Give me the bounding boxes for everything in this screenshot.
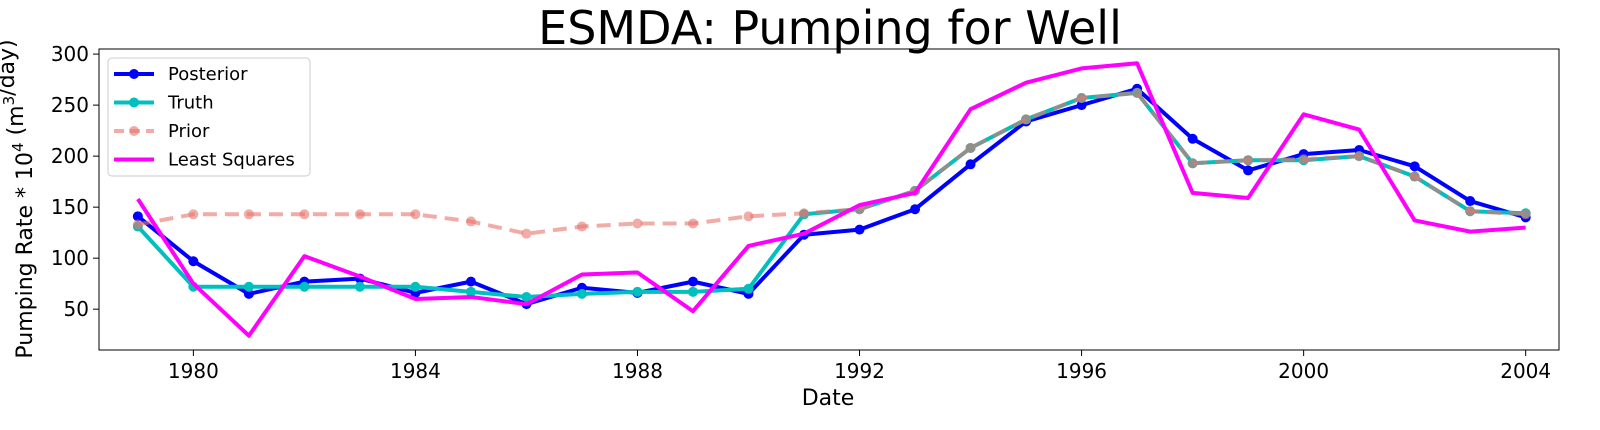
legend-marker-truth [129,97,139,108]
data-point-posterior [188,256,199,267]
data-point-prior [687,218,698,229]
legend-marker-prior [129,126,139,136]
x-tick-label: 1980 [168,359,219,383]
data-point-prior [743,211,754,222]
data-point-truth [299,281,310,292]
legend-label-prior: Prior [168,121,210,142]
y-tick-label: 200 [51,144,89,168]
data-point-prior [576,221,587,232]
x-tick-label: 1988 [612,359,663,383]
data-point-posterior [1409,161,1420,172]
data-point-posterior [687,276,698,287]
data-point-prior [1076,92,1087,103]
data-point-truth [410,281,421,292]
y-tick-label: 150 [51,195,89,219]
data-point-truth [354,281,365,292]
data-point-prior [188,209,199,220]
data-point-posterior [1076,100,1087,111]
data-point-prior [410,209,421,220]
data-point-truth [521,291,532,302]
data-point-truth [243,281,254,292]
data-point-prior [1132,87,1143,98]
plot-area: 1980 1984 1988 1992 1996 2000 2004 50 100 150 200 2… [51,42,1560,383]
legend-box [107,57,311,177]
legend-label-least-squares: Least Squares [168,150,295,171]
data-point-posterior [910,204,921,215]
data-point-truth [687,286,698,297]
data-point-prior [521,228,532,239]
data-point-posterior [132,211,143,222]
x-tick-label: 1984 [390,359,441,383]
series-line-least-squares [136,61,1526,338]
data-point-prior [1520,209,1531,220]
data-point-prior [632,218,643,229]
legend-marker-posterior [129,69,139,79]
data-point-prior [1298,154,1309,165]
data-point-prior [1354,151,1365,162]
y-tick-label: 100 [51,246,89,270]
chart-title: ESMDA: Pumping for Well [538,1,1122,55]
data-point-posterior [1187,133,1198,144]
data-point-prior [965,142,976,153]
data-point-prior [243,209,254,220]
y-tick-label: 50 [64,297,89,321]
x-axis-label: Date [802,386,855,411]
data-point-prior [1409,171,1420,182]
data-point-prior [1187,158,1198,169]
legend: Posterior Truth Prior Least Squares [107,57,311,177]
data-point-prior [132,219,143,230]
data-point-prior [1243,155,1254,166]
data-point-truth [743,283,754,294]
data-point-prior [1021,114,1032,125]
x-tick-label: 2000 [1278,359,1329,383]
data-point-posterior [1465,196,1476,207]
series-line-prior [137,90,1526,236]
x-tick-label: 2004 [1500,359,1551,383]
x-tick-label: 1992 [834,359,885,383]
data-point-truth [576,288,587,299]
data-point-prior [799,208,810,219]
data-point-prior [465,216,476,227]
data-point-posterior [854,224,865,235]
data-point-posterior [465,276,476,287]
data-point-truth [632,286,643,297]
legend-label-posterior: Posterior [168,64,248,85]
y-tick-label: 300 [51,42,89,66]
data-point-posterior [1243,165,1254,176]
data-point-posterior [243,288,254,299]
y-tick-label: 250 [51,93,89,117]
data-point-prior [354,209,365,220]
data-point-prior [1465,206,1476,217]
axes-frame [98,48,1560,351]
y-axis-label: Pumping Rate * 104 (m3/day) [0,39,38,358]
legend-label-truth: Truth [167,93,214,114]
data-point-prior [299,209,310,220]
data-point-truth [465,286,476,297]
data-point-posterior [965,159,976,170]
series-line-truth [136,90,1526,299]
x-tick-label: 1996 [1056,359,1107,383]
